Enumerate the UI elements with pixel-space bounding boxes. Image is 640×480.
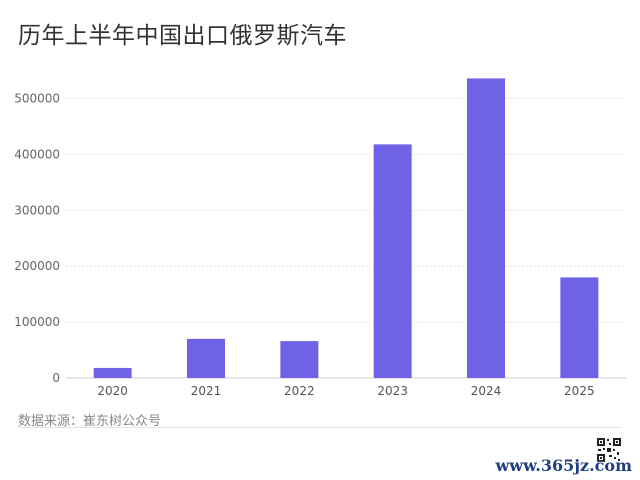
bar-2020 [93, 367, 132, 378]
y-tick-label: 300000 [14, 203, 60, 217]
qr-code-icon [596, 437, 622, 463]
chart-title: 历年上半年中国出口俄罗斯汽车 [18, 23, 347, 49]
footer-divider [18, 427, 622, 428]
x-axis-ticks: 2020 2021 2022 2023 2024 2025 [97, 384, 594, 398]
y-tick-label: 500000 [14, 92, 60, 106]
x-tick-label: 2020 [97, 384, 128, 398]
bar-2021 [187, 338, 225, 378]
y-tick-label: 0 [52, 371, 60, 385]
x-tick-label: 2025 [564, 384, 595, 398]
x-tick-label: 2021 [191, 384, 222, 398]
y-axis-ticks: 0 100000 200000 300000 400000 500000 [14, 92, 60, 385]
bars [93, 78, 599, 379]
data-source-note: 数据来源：崔东树公众号 [18, 414, 162, 429]
bar-2024 [467, 78, 505, 379]
x-tick-label: 2024 [471, 384, 502, 398]
x-tick-label: 2022 [284, 384, 315, 398]
bar-2022 [280, 341, 319, 378]
y-tick-label: 400000 [14, 147, 60, 161]
watermark-text: www.365jz.com [495, 456, 632, 475]
y-tick-label: 200000 [14, 259, 60, 273]
x-tick-label: 2023 [377, 384, 408, 398]
gridlines [66, 98, 626, 379]
bar-2023 [373, 144, 412, 378]
bar-2025 [560, 277, 599, 378]
bar-chart: 0 100000 200000 300000 400000 500000 2020 2021… [14, 78, 626, 398]
y-tick-label: 100000 [14, 315, 60, 329]
